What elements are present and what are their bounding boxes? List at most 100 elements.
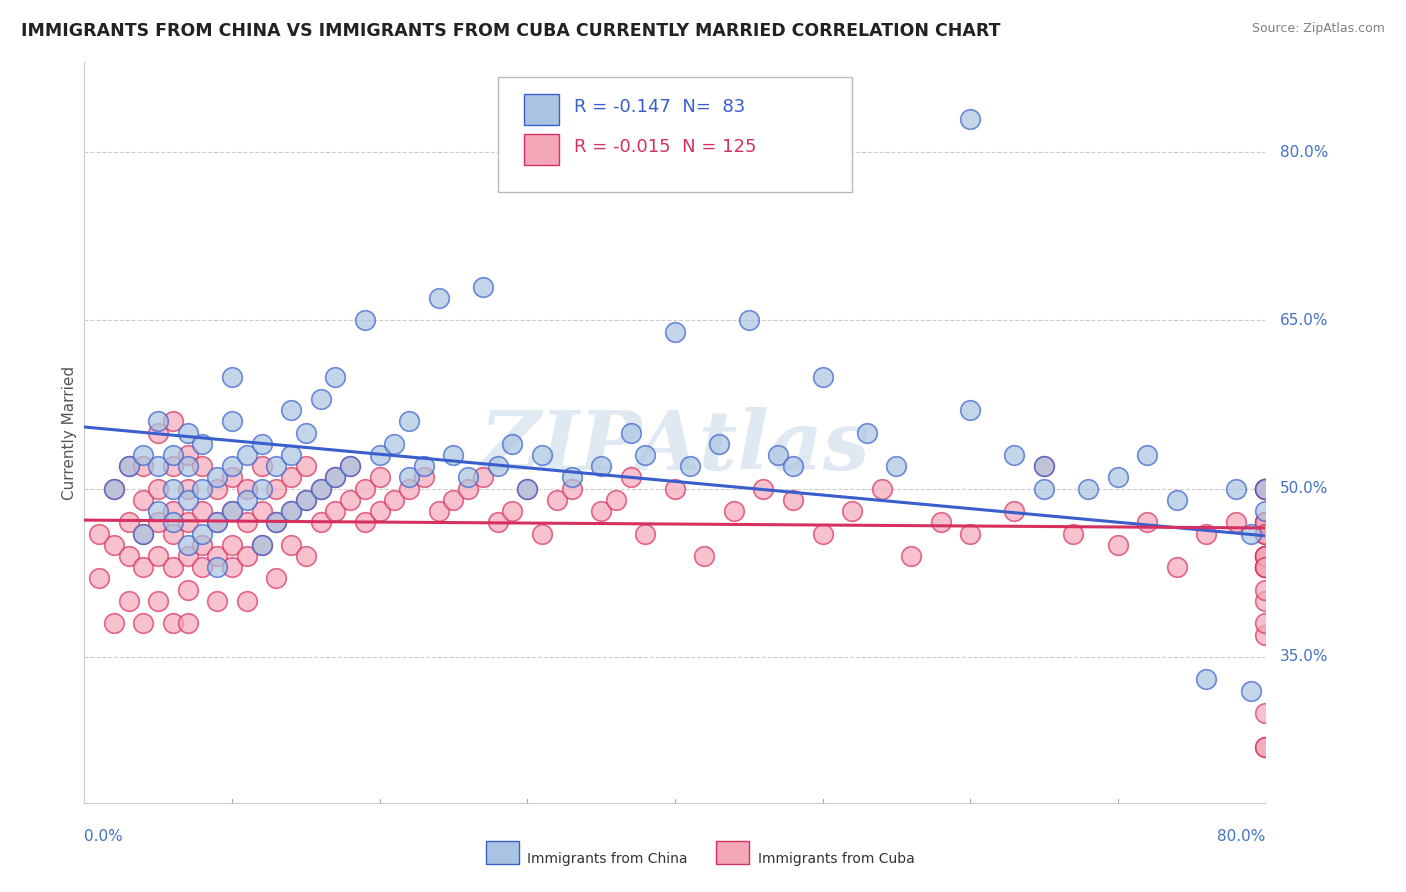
Text: R = -0.147  N=  83: R = -0.147 N= 83 xyxy=(575,98,745,116)
Point xyxy=(1136,516,1159,530)
Point xyxy=(1254,549,1277,563)
Text: 0.0%: 0.0% xyxy=(84,829,124,844)
Point xyxy=(266,516,288,530)
Point xyxy=(354,516,377,530)
Point xyxy=(398,414,420,428)
Point xyxy=(382,492,406,507)
Point xyxy=(162,504,184,518)
Point xyxy=(382,437,406,451)
Point xyxy=(162,459,184,474)
Point xyxy=(1166,560,1188,574)
Point xyxy=(132,526,155,541)
Text: Immigrants from Cuba: Immigrants from Cuba xyxy=(758,853,914,866)
Point xyxy=(472,280,495,294)
Point xyxy=(605,492,627,507)
Point xyxy=(398,482,420,496)
Text: IMMIGRANTS FROM CHINA VS IMMIGRANTS FROM CUBA CURRENTLY MARRIED CORRELATION CHAR: IMMIGRANTS FROM CHINA VS IMMIGRANTS FROM… xyxy=(21,22,1001,40)
Point xyxy=(177,425,200,440)
Text: 65.0%: 65.0% xyxy=(1279,313,1329,328)
FancyBboxPatch shape xyxy=(523,95,560,126)
Point xyxy=(295,459,318,474)
Point xyxy=(1004,448,1026,462)
Point xyxy=(427,504,450,518)
Point xyxy=(709,437,731,451)
Point xyxy=(561,482,583,496)
Y-axis label: Currently Married: Currently Married xyxy=(62,366,77,500)
Point xyxy=(1254,582,1277,597)
Text: 35.0%: 35.0% xyxy=(1279,649,1329,665)
Point xyxy=(1254,516,1277,530)
Point xyxy=(118,459,141,474)
Point xyxy=(354,482,377,496)
Point xyxy=(1225,516,1247,530)
Text: R = -0.015  N = 125: R = -0.015 N = 125 xyxy=(575,138,756,156)
Point xyxy=(413,459,436,474)
Point xyxy=(752,482,775,496)
Point xyxy=(148,414,170,428)
Point xyxy=(103,482,125,496)
Point xyxy=(118,459,141,474)
Point xyxy=(354,313,377,327)
Point xyxy=(1254,560,1277,574)
Point xyxy=(664,482,686,496)
Point xyxy=(457,482,479,496)
Point xyxy=(250,459,273,474)
Point xyxy=(177,492,200,507)
Point xyxy=(457,470,479,484)
Point xyxy=(191,437,214,451)
Point xyxy=(870,482,893,496)
Point xyxy=(132,526,155,541)
Point xyxy=(177,582,200,597)
Point xyxy=(1195,673,1218,687)
Point xyxy=(309,392,332,406)
Point xyxy=(1107,470,1129,484)
Point xyxy=(221,459,243,474)
Point xyxy=(620,425,643,440)
Point xyxy=(250,538,273,552)
Text: 80.0%: 80.0% xyxy=(1279,145,1327,160)
Point xyxy=(132,560,155,574)
Point xyxy=(1254,549,1277,563)
Point xyxy=(811,369,834,384)
Point xyxy=(339,459,361,474)
Point xyxy=(546,492,568,507)
Text: Immigrants from China: Immigrants from China xyxy=(527,853,688,866)
Point xyxy=(591,459,613,474)
Point xyxy=(162,526,184,541)
Point xyxy=(177,549,200,563)
Point xyxy=(162,448,184,462)
Point xyxy=(118,594,141,608)
Point xyxy=(325,504,347,518)
Point xyxy=(87,526,111,541)
Point xyxy=(1254,482,1277,496)
Point xyxy=(738,313,761,327)
Point xyxy=(427,291,450,305)
Point xyxy=(295,492,318,507)
Point xyxy=(236,482,259,496)
Point xyxy=(250,482,273,496)
Point xyxy=(1254,482,1277,496)
Point xyxy=(1254,627,1277,641)
Point xyxy=(325,470,347,484)
Point xyxy=(516,482,538,496)
Point xyxy=(266,516,288,530)
Point xyxy=(634,448,657,462)
Point xyxy=(1107,538,1129,552)
Point xyxy=(162,616,184,631)
Point xyxy=(280,470,302,484)
Point xyxy=(591,504,613,518)
Point xyxy=(1195,526,1218,541)
Point xyxy=(1254,560,1277,574)
Point xyxy=(1254,739,1277,754)
Point xyxy=(280,538,302,552)
Point xyxy=(443,448,465,462)
Point xyxy=(280,504,302,518)
Point xyxy=(959,112,981,126)
Point xyxy=(148,504,170,518)
Point xyxy=(191,504,214,518)
Point xyxy=(443,492,465,507)
Point xyxy=(1240,526,1263,541)
Point xyxy=(1254,516,1277,530)
Point xyxy=(250,538,273,552)
Point xyxy=(620,470,643,484)
